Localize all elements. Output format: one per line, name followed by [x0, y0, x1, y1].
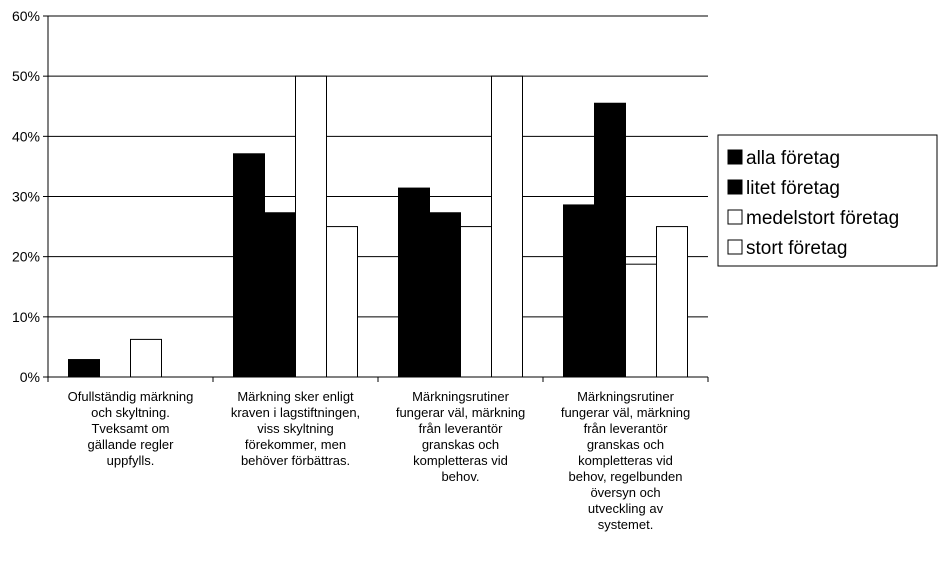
bar [295, 75, 327, 378]
bars [68, 75, 688, 378]
category-label: Märkning sker enligt kraven i lagstiftnin… [231, 389, 360, 468]
legend-label: medelstort företag [746, 208, 899, 229]
bar [563, 204, 595, 378]
y-tick-label: 0% [20, 369, 40, 385]
bar [264, 212, 296, 378]
legend-swatch [727, 239, 743, 255]
bar [398, 187, 430, 378]
y-tick-label: 20% [12, 249, 40, 265]
bar [656, 226, 688, 378]
category-label: Märkningsrutiner fungerar väl, märkning fr… [561, 389, 690, 532]
category-label: Ofullständig märkning och skyltning. Tveks… [68, 389, 194, 468]
legend: alla företag litet företag medelstort före… [717, 134, 938, 267]
legend-label: stort företag [746, 238, 847, 259]
y-axis-ticks: 0% 10% 20% 30% 40% 50% 60% [12, 8, 48, 385]
category-label: Märkningsrutiner fungerar väl, märkning fr… [396, 389, 525, 484]
y-tick-label: 40% [12, 128, 40, 144]
legend-swatch [727, 179, 743, 195]
category-labels: Ofullständig märkning och skyltning. Tveks… [68, 389, 691, 532]
bar [68, 359, 100, 378]
bar [594, 102, 626, 378]
legend-label: litet företag [746, 178, 840, 199]
axes [47, 16, 709, 382]
bar [429, 212, 461, 378]
y-tick-label: 60% [12, 8, 40, 24]
bar [625, 263, 657, 378]
bar [233, 153, 265, 378]
bar [326, 226, 358, 378]
legend-label: alla företag [746, 148, 840, 169]
y-tick-label: 30% [12, 189, 40, 205]
bar [491, 75, 523, 378]
bar [460, 226, 492, 378]
y-tick-label: 10% [12, 309, 40, 325]
legend-swatch [727, 149, 743, 165]
bar [130, 338, 162, 378]
y-tick-label: 50% [12, 68, 40, 84]
legend-box [717, 134, 938, 267]
legend-swatch [727, 209, 743, 225]
